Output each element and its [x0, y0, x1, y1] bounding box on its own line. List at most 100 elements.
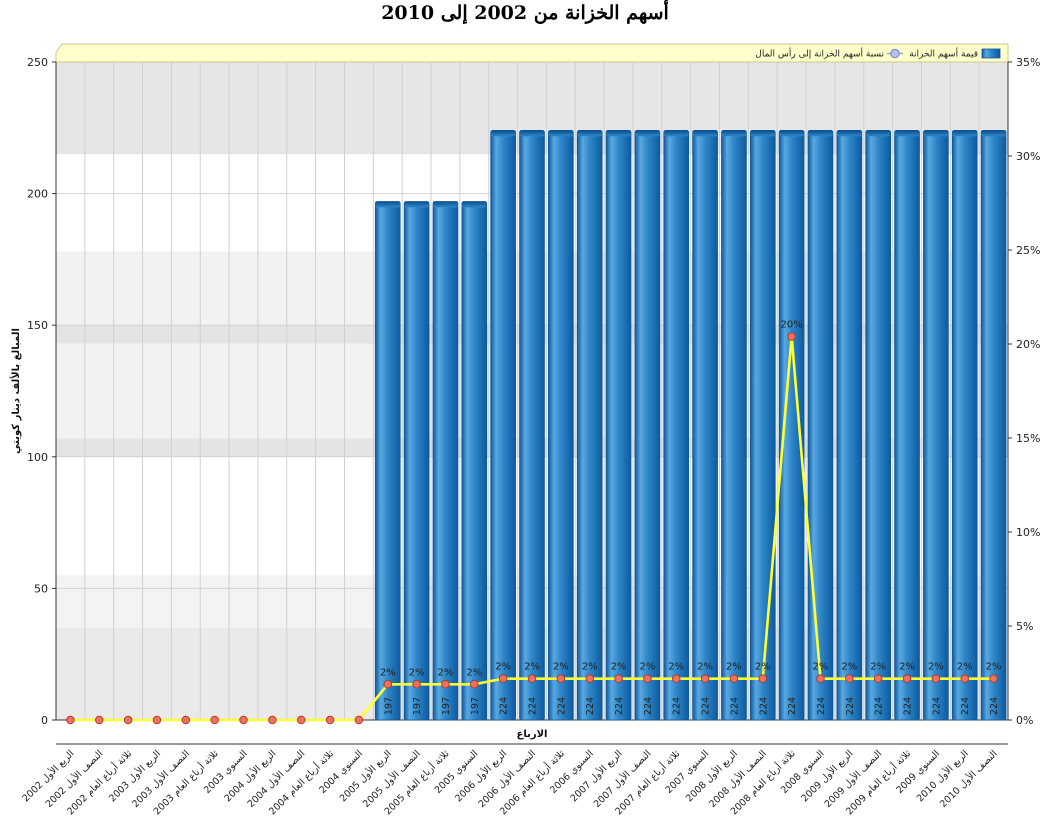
bar-value-label: 224: [672, 697, 683, 715]
bar-cap: [606, 130, 631, 137]
bar-cap: [750, 130, 776, 137]
ratio-point-label: 20%: [781, 319, 803, 330]
bar: [663, 130, 690, 721]
ratio-point: [66, 715, 75, 725]
bar-cap: [404, 201, 430, 208]
ratio-point-label: 2%: [409, 667, 425, 678]
y2-tick-label: 0%: [1016, 714, 1033, 727]
ratio-point: [556, 674, 566, 683]
x-category-label: الربع الأول 2005: [337, 748, 394, 805]
y2-tick-label: 20%: [1016, 338, 1040, 351]
ratio-point: [412, 680, 421, 689]
y2-tick-label: 25%: [1016, 244, 1040, 257]
x-category-label: الربع الأول 2008: [683, 748, 740, 805]
ratio-point: [354, 715, 364, 725]
bar-cap: [952, 130, 978, 137]
bar-cap: [865, 130, 891, 137]
y2-tick-label: 5%: [1016, 620, 1033, 633]
bar: [923, 130, 949, 721]
bar-cap: [808, 130, 833, 137]
bar-cap: [461, 201, 487, 208]
ratio-point: [729, 674, 739, 683]
legend: قيمة أسهم الخزانة نسبة أسهم الخزانة إلى …: [55, 43, 1009, 63]
ratio-point-label: 2%: [524, 662, 540, 673]
bar: [634, 130, 661, 721]
ratio-point: [845, 674, 854, 683]
bar-value-label: 224: [701, 697, 712, 715]
ratio-point: [527, 674, 537, 683]
bar-cap: [894, 130, 920, 137]
bar-value-label: 224: [903, 697, 914, 715]
bar-value-label: 224: [989, 697, 1000, 715]
bar-value-label: 224: [960, 697, 971, 715]
ratio-point: [210, 715, 219, 725]
bar: [692, 130, 718, 721]
bar-cap: [433, 201, 458, 208]
ratio-point-label: 2%: [726, 662, 742, 673]
legend-swatch-bar: [981, 48, 1001, 59]
legend-label-bar: قيمة أسهم الخزانة: [909, 48, 978, 60]
bar-value-label: 224: [556, 697, 567, 715]
ratio-point: [152, 715, 162, 725]
bar-value-label: 224: [874, 697, 885, 715]
bar-cap: [692, 130, 718, 137]
bar-value-label: 224: [585, 697, 596, 715]
bar-cap: [490, 130, 516, 137]
bar: [461, 201, 488, 721]
bar-value-label: 224: [787, 697, 798, 715]
ratio-point: [787, 332, 796, 341]
bar-value-label: 197: [441, 697, 452, 715]
ratio-point: [268, 715, 277, 725]
y2-tick-label: 10%: [1016, 526, 1040, 539]
bar-value-label: 197: [412, 697, 423, 715]
ratio-point: [643, 674, 652, 683]
ratio-point-label: 2%: [380, 667, 396, 678]
bar-cap: [721, 130, 747, 137]
ratio-point: [614, 674, 623, 683]
bar-cap: [519, 130, 545, 137]
ratio-point: [441, 680, 450, 689]
bar: [374, 201, 401, 721]
ratio-point-label: 2%: [553, 662, 569, 673]
ratio-point: [931, 674, 941, 683]
y-tick-label: 100: [27, 451, 48, 464]
ratio-point-label: 2%: [668, 662, 684, 673]
bar: [432, 201, 459, 721]
y-tick-label: 150: [27, 319, 48, 332]
bar: [980, 130, 1007, 721]
bar: [576, 130, 603, 721]
bar: [894, 130, 920, 721]
ratio-point: [123, 715, 133, 725]
chart-title: أسهم الخزانة من 2002 إلى 2010: [381, 2, 669, 24]
bar-cap: [577, 130, 603, 137]
x-category-label: الربع الأول 2009: [799, 748, 856, 805]
ratio-point: [960, 674, 969, 683]
ratio-point-label: 2%: [841, 662, 857, 673]
ratio-point-label: 2%: [639, 662, 655, 673]
ratio-point: [383, 680, 393, 689]
bar-cap: [779, 130, 805, 137]
bar-cap: [981, 130, 1006, 137]
x-category-label: الربع الأول 2004: [222, 748, 279, 805]
bar-value-label: 224: [528, 697, 539, 715]
legend-label-line: نسبة أسهم الخزانة إلى رأس المال: [755, 48, 884, 60]
y-tick-label: 200: [27, 188, 48, 201]
bar: [807, 130, 834, 721]
ratio-point: [585, 674, 594, 683]
bar-value-label: 224: [931, 697, 942, 715]
bar: [749, 130, 776, 721]
bar-value-label: 224: [758, 697, 769, 715]
bar-cap: [548, 130, 574, 137]
y-axis-title: المبالغ بالألف دينار كويتي: [9, 328, 22, 454]
ratio-point-label: 2%: [697, 662, 713, 673]
bar: [865, 130, 892, 721]
ratio-point-label: 2%: [928, 662, 944, 673]
ratio-point-label: 2%: [870, 662, 886, 673]
ratio-point: [325, 715, 335, 725]
ratio-point-label: 2%: [813, 662, 829, 673]
legend-marker-line: [890, 48, 900, 59]
bar-cap: [663, 130, 689, 137]
bar: [548, 130, 574, 721]
ratio-point-label: 2%: [755, 662, 771, 673]
bar-value-label: 224: [643, 697, 654, 715]
